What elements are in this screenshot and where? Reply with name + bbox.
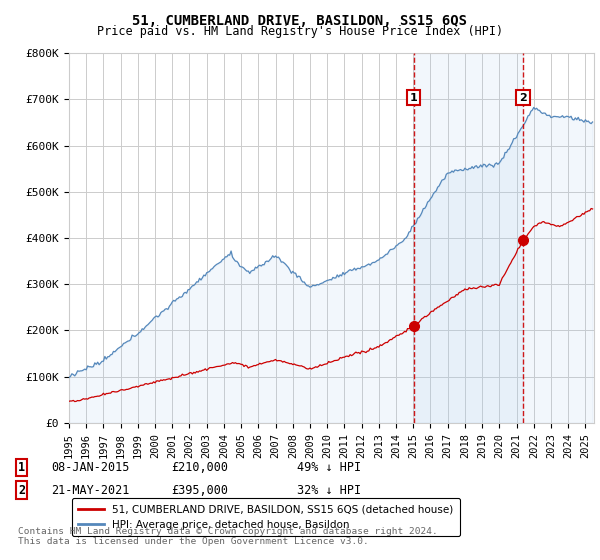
Text: £395,000: £395,000 [171, 483, 228, 497]
Text: £210,000: £210,000 [171, 461, 228, 474]
Bar [414, 53, 523, 423]
Text: 32% ↓ HPI: 32% ↓ HPI [297, 483, 361, 497]
Text: Contains HM Land Registry data © Crown copyright and database right 2024.
This d: Contains HM Land Registry data © Crown c… [18, 526, 438, 546]
Text: 2: 2 [18, 483, 25, 497]
Text: 21-MAY-2021: 21-MAY-2021 [51, 483, 130, 497]
Text: 08-JAN-2015: 08-JAN-2015 [51, 461, 130, 474]
Text: 1: 1 [18, 461, 25, 474]
Text: 2: 2 [519, 92, 527, 102]
Text: 1: 1 [410, 92, 418, 102]
Text: 51, CUMBERLAND DRIVE, BASILDON, SS15 6QS: 51, CUMBERLAND DRIVE, BASILDON, SS15 6QS [133, 14, 467, 28]
Text: Price paid vs. HM Land Registry's House Price Index (HPI): Price paid vs. HM Land Registry's House … [97, 25, 503, 38]
Legend: 51, CUMBERLAND DRIVE, BASILDON, SS15 6QS (detached house), HPI: Average price, d: 51, CUMBERLAND DRIVE, BASILDON, SS15 6QS… [71, 498, 460, 536]
Text: 49% ↓ HPI: 49% ↓ HPI [297, 461, 361, 474]
